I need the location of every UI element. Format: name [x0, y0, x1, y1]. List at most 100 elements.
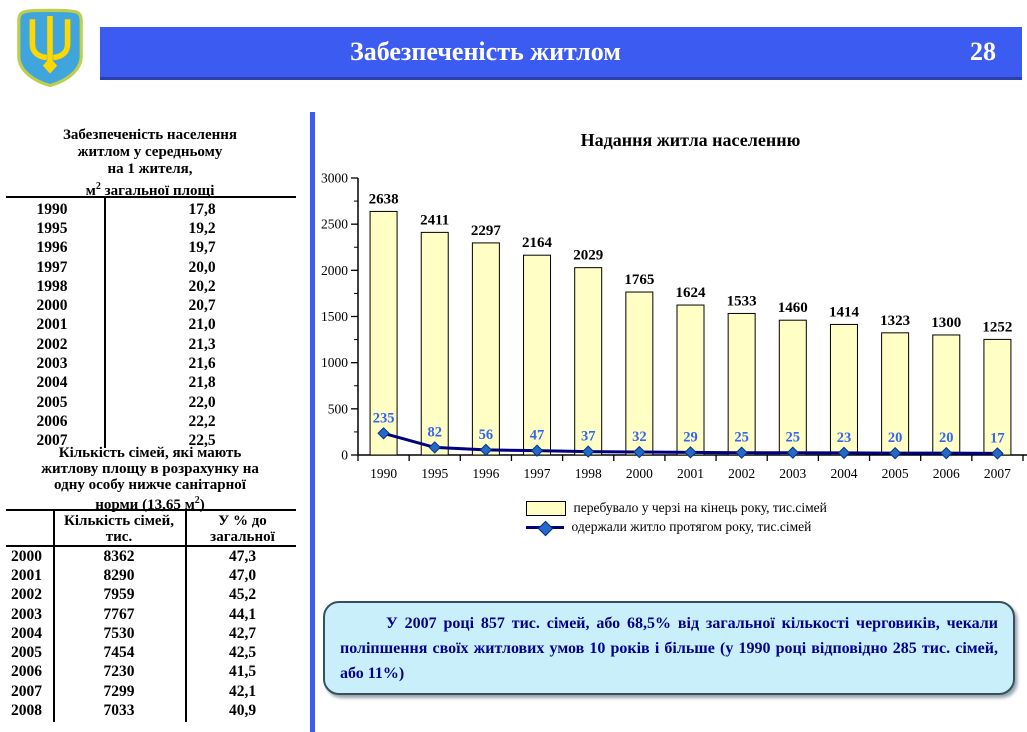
legend-item-queue: перебувало у черзі на кінець року, тис.с…: [525, 500, 856, 516]
line-marker: [940, 446, 953, 460]
line-marker: [530, 444, 544, 457]
table-cell: 2004: [11, 624, 42, 642]
table-header-cell: [0, 513, 53, 545]
table-cell: 21,3: [188, 335, 216, 353]
line-marker: [837, 446, 851, 460]
y-tick-label: 2500: [321, 217, 348, 232]
line-value-label: 29: [683, 429, 698, 445]
table-cell: 1996: [36, 239, 68, 257]
housing-per-capita-table: 1990 17,8 1995 19,2 1996 19,7 1997 20,0 1998 20,2…: [0, 196, 300, 449]
table-row: 2003 21,6: [0, 354, 300, 373]
table1-title-line: на 1 жителя,: [107, 161, 193, 177]
x-tick-label: 1998: [575, 466, 602, 481]
x-tick-label: 2002: [728, 466, 755, 481]
line-value-label: 20: [888, 430, 903, 446]
housing-chart-panel: Надання житла населенню 0 500 1000 1500 2000…: [315, 110, 1027, 602]
table-cell: 41,5: [228, 663, 257, 681]
table-cell: 42,1: [228, 682, 257, 700]
y-tick-label: 3000: [321, 171, 348, 186]
note-text: У 2007 році 857 тис. сімей, або 68,5% ві…: [340, 615, 998, 682]
table-cell: 20,7: [188, 297, 216, 315]
table-body: 2000 8362 47,3 2001 8290 47,0 2002 7959 45,2 2003…: [0, 547, 300, 721]
bar: [829, 323, 858, 456]
bar-value-label: 2297: [471, 223, 502, 239]
table-cell: 7299: [103, 682, 135, 700]
diamond-marker-icon: [537, 520, 553, 536]
bar: [932, 334, 961, 456]
x-tick-label: 1995: [421, 466, 448, 481]
y-tick-label: 500: [328, 401, 349, 416]
bar: [625, 291, 654, 456]
header-line: Кількість сімей,: [63, 513, 174, 529]
bar: [676, 304, 705, 456]
housing-chart: 0 500 1000 1500 2000 2500 3000 1990 1995 1996 1997…: [321, 171, 1027, 481]
unit-superscript: 2: [95, 181, 101, 192]
table-rule: [53, 509, 55, 722]
table-row: 1990 17,8: [0, 200, 300, 219]
x-tick-label: 1996: [472, 466, 499, 481]
table-header-cell: Кількість сімей, тис.: [53, 513, 185, 545]
table-cell: 20,0: [188, 258, 216, 276]
line-value-label: 56: [479, 427, 494, 443]
table-cell: 2006: [36, 412, 68, 430]
bar-value-label: 2164: [522, 235, 553, 251]
table2-header-row: Кількість сімей, тис. У % до загальної: [0, 513, 300, 545]
table-cell: 7454: [103, 644, 135, 662]
table-cell: 1990: [36, 200, 68, 218]
table-cell: 7767: [103, 605, 135, 623]
table-cell: 1998: [36, 277, 68, 295]
x-tick-label: 2005: [882, 466, 909, 481]
unit-superscript: 2: [194, 495, 200, 507]
line-marker: [479, 443, 493, 457]
coat-of-arms-icon: [17, 8, 83, 88]
table-cell: 1995: [36, 219, 68, 237]
table-cell: 8290: [103, 566, 135, 584]
x-tick-label: 2006: [933, 466, 960, 481]
table-cell: 2008: [11, 702, 42, 720]
table-row: 2008 7033 40,9: [0, 701, 300, 720]
header-line: тис.: [105, 529, 133, 545]
table-cell: 21,6: [188, 355, 216, 373]
table-cell: 2007: [36, 432, 68, 450]
legend-item-received: одержали житло протягом року, тис.сімей: [525, 519, 856, 536]
table1-title-line: м2 загальної площі: [0, 178, 300, 200]
line-marker: [633, 445, 646, 459]
table-cell: 22,0: [188, 393, 216, 411]
bar-value-label: 2638: [369, 191, 399, 207]
table-row: 2002 21,3: [0, 335, 300, 354]
table-cell: 2001: [11, 566, 42, 584]
table-cell: 40,9: [228, 702, 257, 720]
line-value-label: 37: [581, 429, 596, 445]
table-cell: 44,1: [228, 605, 257, 623]
trident-base: [42, 57, 58, 74]
table-cell: 2001: [36, 316, 68, 334]
bar: [881, 332, 910, 456]
line-value-label: 32: [632, 429, 647, 445]
table-rule: [104, 196, 106, 448]
table-rule: [185, 509, 187, 722]
table-rule: [6, 545, 296, 547]
table-cell: 2002: [11, 586, 42, 604]
table-cell: 1997: [36, 258, 68, 276]
bar-value-label: 2029: [573, 248, 603, 264]
table-cell: 47,3: [228, 547, 257, 565]
unit-text: загальної площі: [100, 183, 215, 199]
line-marker: [428, 441, 441, 454]
table-row: 2003 7767 44,1: [0, 605, 300, 624]
table-cell: 17,8: [188, 200, 216, 218]
table2-title-line: житлову площу в розрахунку на: [41, 460, 259, 477]
table-header-cell: У % до загальної: [185, 513, 300, 545]
table-row: 2001 8290 47,0: [0, 566, 300, 585]
y-tick-label: 1000: [321, 355, 348, 370]
table-cell: 42,7: [228, 624, 257, 642]
line-value-label: 23: [837, 430, 852, 446]
table-row: 2001 21,0: [0, 316, 300, 335]
line-marker: [786, 446, 800, 459]
table-cell: 2007: [11, 682, 42, 700]
line-marker: [684, 446, 697, 459]
x-tick-label: 2000: [626, 466, 653, 481]
legend-bar-swatch-icon: [525, 500, 566, 516]
table-row: 1996 19,7: [0, 239, 300, 258]
unit-text: м: [85, 183, 96, 199]
